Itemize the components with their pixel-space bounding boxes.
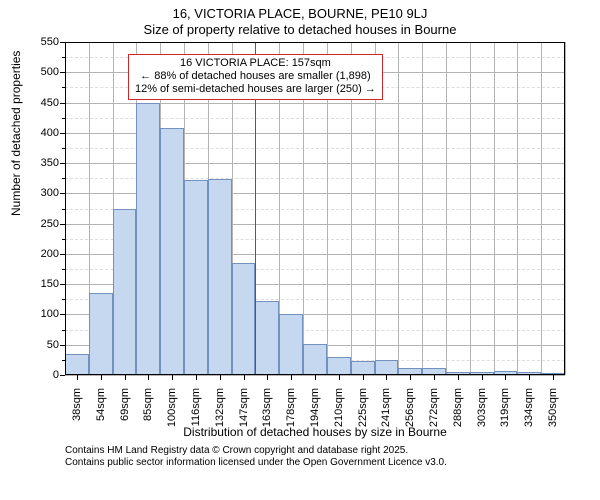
footer-line-1: Contains HM Land Registry data © Crown c… <box>65 445 447 457</box>
x-tick-label: 69sqm <box>119 388 131 438</box>
y-tick-minor <box>62 57 65 58</box>
x-tick-label: 256sqm <box>404 388 416 438</box>
title-line-1: 16, VICTORIA PLACE, BOURNE, PE10 9LJ <box>0 6 600 22</box>
y-tick-minor <box>62 239 65 240</box>
y-tick-minor <box>62 299 65 300</box>
x-tick <box>291 375 292 380</box>
x-tick <box>529 375 530 380</box>
x-tick <box>125 375 126 380</box>
x-tick-label: 303sqm <box>476 388 488 438</box>
annotation-title: 16 VICTORIA PLACE: 157sqm <box>135 57 376 70</box>
y-tick-label: 0 <box>29 369 59 381</box>
gridline-vertical <box>565 42 566 375</box>
y-tick-label: 400 <box>29 127 59 139</box>
x-tick-label: 85sqm <box>142 388 154 438</box>
x-tick-label: 241sqm <box>380 388 392 438</box>
y-tick-minor <box>62 118 65 119</box>
x-tick <box>434 375 435 380</box>
title-line-2: Size of property relative to detached ho… <box>0 22 600 38</box>
chart-title: 16, VICTORIA PLACE, BOURNE, PE10 9LJ Siz… <box>0 0 600 39</box>
x-tick <box>267 375 268 380</box>
y-tick-minor <box>62 148 65 149</box>
y-tick-major <box>60 193 65 194</box>
y-tick-major <box>60 284 65 285</box>
y-tick-label: 200 <box>29 248 59 260</box>
x-tick-label: 178sqm <box>285 388 297 438</box>
y-tick-major <box>60 345 65 346</box>
x-tick <box>553 375 554 380</box>
x-tick <box>77 375 78 380</box>
y-tick-major <box>60 133 65 134</box>
y-tick-label: 450 <box>29 97 59 109</box>
annotation-line-1: ← 88% of detached houses are smaller (1,… <box>135 70 376 83</box>
x-tick-label: 54sqm <box>95 388 107 438</box>
x-tick-label: 334sqm <box>523 388 535 438</box>
x-tick-label: 288sqm <box>452 388 464 438</box>
y-tick-major <box>60 42 65 43</box>
x-tick-label: 225sqm <box>357 388 369 438</box>
y-tick-major <box>60 375 65 376</box>
x-tick <box>410 375 411 380</box>
x-tick <box>101 375 102 380</box>
y-tick-major <box>60 314 65 315</box>
x-tick-label: 319sqm <box>499 388 511 438</box>
annotation-box: 16 VICTORIA PLACE: 157sqm← 88% of detach… <box>128 54 383 100</box>
x-tick-label: 100sqm <box>166 388 178 438</box>
y-tick-major <box>60 254 65 255</box>
y-tick-label: 350 <box>29 157 59 169</box>
y-tick-minor <box>62 209 65 210</box>
x-tick <box>363 375 364 380</box>
y-tick-label: 50 <box>29 339 59 351</box>
y-tick-major <box>60 224 65 225</box>
x-tick <box>244 375 245 380</box>
y-tick-minor <box>62 330 65 331</box>
x-tick <box>172 375 173 380</box>
y-tick-major <box>60 103 65 104</box>
x-tick <box>196 375 197 380</box>
y-tick-label: 150 <box>29 278 59 290</box>
y-tick-minor <box>62 178 65 179</box>
x-tick <box>458 375 459 380</box>
y-tick-minor <box>62 360 65 361</box>
x-tick-label: 132sqm <box>214 388 226 438</box>
x-tick-label: 38sqm <box>71 388 83 438</box>
y-tick-major <box>60 163 65 164</box>
x-tick <box>482 375 483 380</box>
x-tick-label: 210sqm <box>333 388 345 438</box>
footer: Contains HM Land Registry data © Crown c… <box>65 445 447 469</box>
y-axis-label: Number of detached properties <box>9 200 23 216</box>
x-tick <box>505 375 506 380</box>
x-tick-label: 350sqm <box>547 388 559 438</box>
page: { "title": { "line1": "16, VICTORIA PLAC… <box>0 0 600 500</box>
x-tick <box>220 375 221 380</box>
y-tick-label: 100 <box>29 308 59 320</box>
y-tick-label: 300 <box>29 187 59 199</box>
x-tick <box>315 375 316 380</box>
y-tick-minor <box>62 87 65 88</box>
x-tick-label: 147sqm <box>238 388 250 438</box>
y-tick-label: 550 <box>29 36 59 48</box>
y-tick-minor <box>62 269 65 270</box>
footer-line-2: Contains public sector information licen… <box>65 457 447 469</box>
x-tick-label: 116sqm <box>190 388 202 438</box>
y-tick-major <box>60 72 65 73</box>
x-tick <box>339 375 340 380</box>
x-tick-label: 163sqm <box>261 388 273 438</box>
y-tick-label: 250 <box>29 218 59 230</box>
y-tick-label: 500 <box>29 66 59 78</box>
x-tick <box>386 375 387 380</box>
x-tick-label: 272sqm <box>428 388 440 438</box>
x-tick <box>148 375 149 380</box>
annotation-line-2: 12% of semi-detached houses are larger (… <box>135 83 376 96</box>
plot-area: 16 VICTORIA PLACE: 157sqm← 88% of detach… <box>65 42 565 375</box>
x-tick-label: 194sqm <box>309 388 321 438</box>
